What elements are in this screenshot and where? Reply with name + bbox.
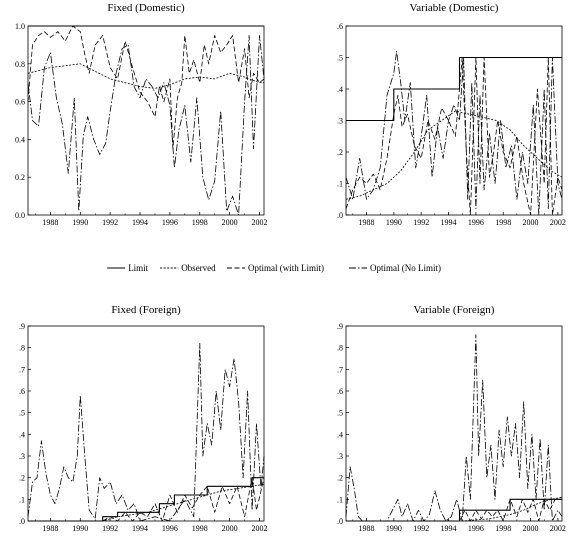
- x-tick-label: 2000: [222, 524, 238, 533]
- y-tick-label: .6: [19, 387, 25, 396]
- y-tick-label: .8: [19, 344, 25, 353]
- y-tick-label: .0: [19, 517, 25, 526]
- x-tick-label: 2000: [523, 524, 539, 533]
- series-line-observed: [28, 483, 265, 522]
- y-tick-label: 0.0: [15, 211, 25, 220]
- y-tick-label: 0.4: [15, 135, 25, 144]
- y-tick-label: .2: [19, 474, 25, 483]
- y-tick-label: .0: [337, 517, 343, 526]
- x-tick-label: 1996: [468, 218, 484, 227]
- y-tick-label: .3: [19, 452, 25, 461]
- legend-label: Observed: [181, 263, 216, 273]
- y-tick-label: .8: [337, 344, 343, 353]
- y-tick-label: .1: [19, 495, 25, 504]
- x-tick-label: 1994: [132, 218, 148, 227]
- x-tick-label: 1996: [468, 524, 484, 533]
- series-line-optimal-with-limit: [346, 498, 562, 522]
- x-tick-label: 1992: [102, 524, 118, 533]
- y-tick-label: .5: [337, 54, 343, 63]
- y-tick-label: .6: [337, 387, 343, 396]
- x-tick-label: 2000: [523, 218, 539, 227]
- series-line-limit: [346, 56, 562, 122]
- y-tick-label: 0.2: [15, 173, 25, 182]
- y-tick-label: .5: [337, 409, 343, 418]
- y-tick-label: .1: [337, 495, 343, 504]
- x-tick-label: 1998: [495, 218, 511, 227]
- legend-label: Optimal (with Limit): [248, 263, 324, 273]
- series-line-optimal-no-limit: [27, 35, 265, 216]
- x-tick-label: 2002: [252, 218, 268, 227]
- chart-fixed-foreign: Fixed (Foreign) .0 .1 .2 .3 .4 .5 .6 .7 .8 .9 1988 1…: [19, 304, 268, 533]
- series-line-optimal-with-limit: [28, 477, 265, 522]
- x-tick-label: 1988: [359, 524, 375, 533]
- x-tick-label: 2002: [252, 524, 268, 533]
- x-tick-label: 1998: [192, 218, 208, 227]
- y-tick-label: .9: [337, 322, 343, 331]
- series-line-optimal-no-limit: [345, 50, 563, 216]
- x-tick-label: 1990: [72, 218, 88, 227]
- plot-frame: [345, 325, 563, 522]
- x-tick-label: 1990: [386, 218, 402, 227]
- chart-title: Variable (Foreign): [414, 304, 495, 316]
- x-tick-label: 2000: [222, 218, 238, 227]
- y-tick-label: .7: [337, 365, 343, 374]
- x-tick-label: 1992: [102, 218, 118, 227]
- series-line-observed: [345, 110, 563, 200]
- x-tick-label: 2002: [550, 218, 566, 227]
- x-tick-label: 1994: [441, 524, 457, 533]
- series-line-limit: [28, 477, 264, 522]
- x-tick-label: 1990: [386, 524, 402, 533]
- x-tick-label: 1996: [162, 218, 178, 227]
- y-tick-label: .1: [337, 180, 343, 189]
- series-line-optimal-with-limit: [27, 25, 265, 150]
- y-tick-label: .7: [19, 365, 25, 374]
- legend-label: Limit: [128, 263, 148, 273]
- x-tick-label: 1994: [132, 524, 148, 533]
- y-tick-label: .4: [19, 430, 25, 439]
- y-tick-label: .9: [19, 322, 25, 331]
- y-tick-label: .2: [337, 148, 343, 157]
- x-tick-label: 1992: [413, 218, 429, 227]
- series-line-observed: [27, 63, 264, 89]
- y-tick-label: 0.6: [15, 98, 25, 107]
- chart-title: Fixed (Foreign): [111, 304, 181, 316]
- chart-title: Variable (Domestic): [410, 2, 499, 14]
- series-line-optimal-no-limit: [345, 334, 563, 522]
- y-tick-label: .5: [19, 409, 25, 418]
- y-tick-label: .4: [337, 430, 343, 439]
- x-tick-label: 1988: [42, 524, 58, 533]
- series-line-optimal-with-limit: [345, 57, 563, 216]
- y-tick-label: .0: [337, 211, 343, 220]
- y-tick-label: .3: [337, 117, 343, 126]
- y-tick-label: 0.8: [15, 60, 25, 69]
- x-tick-label: 1998: [192, 524, 208, 533]
- y-tick-label: .6: [337, 22, 343, 31]
- y-tick-label: 1.0: [15, 22, 25, 31]
- legend: Limit Observed Optimal (with Limit) Optimal…: [107, 263, 441, 273]
- x-tick-label: 1994: [441, 218, 457, 227]
- chart-fixed-domestic: Fixed (Domestic) 0.0 0.2 0.4 0.6 0.8 1.0 1988 19…: [15, 2, 268, 227]
- x-tick-label: 2002: [550, 524, 566, 533]
- x-tick-label: 1998: [495, 524, 511, 533]
- x-tick-label: 1996: [162, 524, 178, 533]
- y-tick-label: .3: [337, 452, 343, 461]
- chart-variable-foreign: Variable (Foreign) .0 .1 .2 .3 .4 .5 .6 .7 .8 .9 19…: [337, 304, 566, 533]
- x-tick-label: 1992: [413, 524, 429, 533]
- plot-frame: [27, 25, 265, 216]
- series-line-limit: [346, 498, 562, 522]
- plot-frame: [27, 325, 265, 522]
- legend-label: Optimal (No Limit): [370, 263, 441, 273]
- x-tick-label: 1988: [359, 218, 375, 227]
- x-tick-label: 1990: [72, 524, 88, 533]
- chart-variable-domestic: Variable (Domestic) .0 .1 .2 .3 .4 .5 .6 1988 199…: [337, 2, 566, 227]
- y-tick-label: .2: [337, 474, 343, 483]
- y-tick-label: .4: [337, 85, 343, 94]
- chart-title: Fixed (Domestic): [107, 2, 185, 14]
- x-tick-label: 1988: [42, 218, 58, 227]
- series-line-optimal-no-limit: [27, 342, 265, 522]
